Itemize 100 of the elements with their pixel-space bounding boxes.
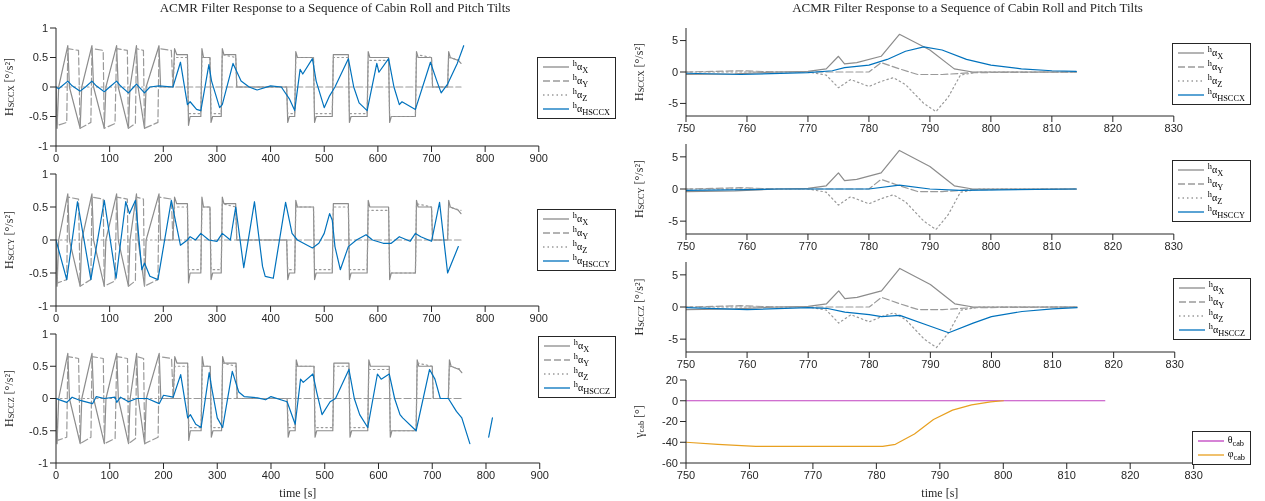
x-tick-label: 790 xyxy=(930,468,950,481)
x-tick-label: 600 xyxy=(368,311,388,324)
y-tick-label: 0 xyxy=(41,80,48,93)
legend-label: $^{h}$α$_{Z}$ xyxy=(1207,73,1223,90)
x-tick-label: 400 xyxy=(261,311,280,324)
y-tick-label: -0.5 xyxy=(29,110,48,123)
x-tick-label: 760 xyxy=(737,121,757,134)
legend-label: θ$_{cab}$ xyxy=(1227,434,1245,448)
x-tick-label: 400 xyxy=(261,468,281,481)
x-tick-label: 780 xyxy=(867,468,886,481)
x-tick-label: 500 xyxy=(315,468,334,481)
x-tick-label: 810 xyxy=(1057,468,1076,481)
x-tick-label: 830 xyxy=(1164,239,1183,252)
y-tick-label: -1 xyxy=(38,456,48,469)
x-axis-title: time [s] xyxy=(921,486,959,500)
x-tick-label: 790 xyxy=(920,239,940,252)
x-axis-title: time [s] xyxy=(279,486,317,500)
y-tick-label: 0 xyxy=(671,300,678,313)
x-tick-label: 900 xyxy=(529,151,548,164)
x-tick-label: 760 xyxy=(737,239,757,252)
y-tick-label: -5 xyxy=(668,333,678,346)
x-tick-label: 600 xyxy=(369,468,388,481)
x-tick-label: 780 xyxy=(859,121,879,134)
x-tick-label: 700 xyxy=(422,311,441,324)
x-tick-label: 770 xyxy=(798,121,818,134)
x-tick-label: 700 xyxy=(422,151,441,164)
y-tick-label: 0.5 xyxy=(32,51,48,64)
x-tick-label: 300 xyxy=(207,311,227,324)
x-tick-label: 100 xyxy=(100,151,119,164)
x-tick-label: 750 xyxy=(676,121,696,134)
x-tick-label: 770 xyxy=(799,357,818,370)
x-tick-label: 700 xyxy=(423,468,442,481)
y-tick-label: 5 xyxy=(671,268,678,281)
x-tick-label: 800 xyxy=(981,121,1001,134)
x-tick-label: 200 xyxy=(154,468,173,481)
legend-label: $^{h}$α$_{X}$ xyxy=(572,58,589,75)
y-tick-label: 0 xyxy=(671,394,678,407)
legend-label: $^{h}$α$_{Y}$ xyxy=(572,72,589,89)
y-tick-label: 0.5 xyxy=(32,360,48,373)
y-tick-label: -40 xyxy=(662,436,678,449)
x-tick-label: 810 xyxy=(1042,121,1062,134)
legend-label: $^{h}$α$_{HSCCX}$ xyxy=(572,100,610,117)
y-tick-label: -0.5 xyxy=(29,424,48,437)
x-tick-label: 830 xyxy=(1165,357,1184,370)
x-tick-label: 790 xyxy=(920,121,940,134)
x-tick-label: 760 xyxy=(737,357,757,370)
x-tick-label: 300 xyxy=(207,151,227,164)
x-tick-label: 820 xyxy=(1104,357,1123,370)
x-tick-label: 820 xyxy=(1121,468,1140,481)
legend-label: $^{h}$α$_{X}$ xyxy=(1207,45,1224,62)
y-tick-label: 20 xyxy=(665,373,678,386)
x-tick-label: 400 xyxy=(261,151,280,164)
y-tick-label: 0 xyxy=(671,65,678,78)
legend-label: $^{h}$α$_{Y}$ xyxy=(1207,59,1224,76)
x-tick-label: 820 xyxy=(1103,239,1122,252)
x-tick-label: 750 xyxy=(676,357,696,370)
x-tick-label: 900 xyxy=(530,468,549,481)
y-tick-label: -1 xyxy=(38,299,48,312)
y-tick-label: -0.5 xyxy=(29,266,48,279)
x-tick-label: 600 xyxy=(368,151,388,164)
x-tick-label: 100 xyxy=(100,468,119,481)
chart-title: ACMR Filter Response to a Sequence of Cabin Roll and Pitch Tilts xyxy=(158,0,512,17)
x-tick-label: 0 xyxy=(52,311,60,324)
x-tick-label: 0 xyxy=(52,151,60,164)
y-tick-label: -60 xyxy=(662,456,678,469)
x-tick-label: 100 xyxy=(100,311,119,324)
x-tick-label: 830 xyxy=(1164,121,1183,134)
y-tick-label: 5 xyxy=(671,150,678,163)
x-tick-label: 800 xyxy=(982,357,1001,370)
x-tick-label: 500 xyxy=(315,151,334,164)
chart-title: ACMR Filter Response to a Sequence of Cabin Roll and Pitch Tilts xyxy=(791,0,1144,17)
y-tick-label: 0.5 xyxy=(32,200,48,213)
x-tick-label: 810 xyxy=(1043,357,1062,370)
x-tick-label: 750 xyxy=(676,468,696,481)
y-tick-label: 1 xyxy=(41,327,48,340)
x-tick-label: 800 xyxy=(981,239,1001,252)
x-tick-label: 800 xyxy=(476,468,496,481)
legend-label: $^{h}$α$_{Z}$ xyxy=(572,86,588,103)
x-tick-label: 770 xyxy=(803,468,823,481)
x-tick-label: 780 xyxy=(859,239,879,252)
y-tick-label: 1 xyxy=(41,167,48,180)
x-tick-label: 810 xyxy=(1042,239,1062,252)
y-tick-label: 1 xyxy=(41,21,48,34)
x-tick-label: 300 xyxy=(208,468,227,481)
x-tick-label: 800 xyxy=(475,151,495,164)
x-tick-label: 770 xyxy=(798,239,818,252)
x-tick-label: 500 xyxy=(315,311,334,324)
x-tick-label: 800 xyxy=(475,311,495,324)
x-tick-label: 830 xyxy=(1184,468,1203,481)
x-tick-label: 820 xyxy=(1103,121,1122,134)
legend-label: φ$_{cab}$ xyxy=(1227,448,1245,462)
y-tick-label: -5 xyxy=(668,215,678,228)
x-tick-label: 200 xyxy=(154,311,173,324)
x-tick-label: 790 xyxy=(921,357,940,370)
x-tick-label: 900 xyxy=(529,311,548,324)
y-tick-label: -1 xyxy=(38,139,48,152)
y-tick-label: -5 xyxy=(668,97,678,110)
y-tick-label: 5 xyxy=(671,34,678,47)
y-tick-label: 0 xyxy=(671,182,678,195)
y-tick-label: -20 xyxy=(662,415,678,428)
